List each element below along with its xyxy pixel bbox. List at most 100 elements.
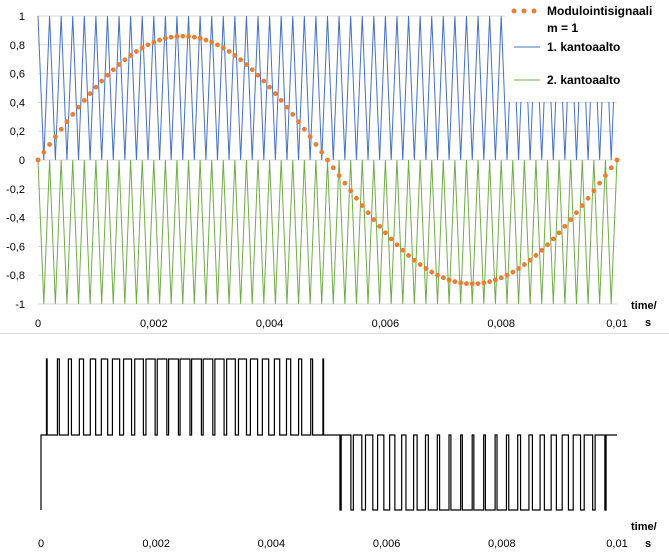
legend-dot [531,8,537,14]
modulating-signal-point [325,157,330,163]
modulating-signal-point [105,72,110,78]
modulating-signal-point [330,165,336,171]
modulating-signal-point [296,119,301,125]
modulating-signal-point [41,149,47,155]
modulating-signal-point [128,53,134,58]
modulating-signal-point [272,91,278,97]
modulating-signal-point [527,257,533,263]
bottom-chart: 0 0,002 0,004 0,006 0,008 0,01 time/ s [38,358,657,550]
legend: Modulointisignaali m = 1 1. kantoaalto 2… [511,4,652,87]
bottom-x-tick-labels: 0 0,002 0,004 0,006 0,008 0,01 [38,538,628,550]
modulating-signal-point [226,49,232,54]
modulating-signal-point [110,67,116,73]
y-tick-label: 0 [19,155,25,167]
modulating-signal-point [139,45,145,51]
modulating-signal-point [359,203,365,208]
y-tick-label: 0,4 [10,97,25,109]
modulating-signal-point [446,277,452,283]
modulating-signal-point [180,33,186,39]
modulating-signal-point [35,157,41,163]
y-tick-label: 0,2 [10,126,25,138]
modulating-signal-point [383,230,388,236]
x-tick-label: 0,006 [373,538,401,550]
modulating-signal-point [301,126,307,132]
modulating-signal-point [307,134,313,140]
modulating-signal-point [550,236,556,242]
modulating-signal-point [174,34,180,39]
modulating-signal-point [278,97,284,103]
modulating-signal-point [191,34,197,40]
x-tick-label: 0 [35,318,41,330]
modulating-signal-point [493,277,498,283]
modulating-signal-point [157,37,162,43]
modulating-signal-point [585,195,591,201]
x-tick-label: 0,008 [487,318,515,330]
modulating-signal-point [145,42,151,48]
modulating-signal-point [510,269,516,275]
modulating-signal-point [388,236,394,242]
modulating-signal-point [354,195,359,201]
y-tick-label: 1 [19,11,25,23]
y-tick-label: -0,2 [6,184,25,196]
top-x-axis-title-line2: s [645,317,651,329]
modulating-signal-point [417,262,423,267]
x-tick-label: 0 [38,538,44,550]
modulating-signal-point [365,210,371,216]
modulating-signal-point [562,223,568,229]
modulating-signal-point [348,188,354,194]
legend-label-modulating-line1: Modulointisignaali [547,4,652,18]
modulating-signal-point [87,91,93,97]
modulating-signal-point [591,188,597,194]
modulating-signal-point [487,279,493,285]
modulating-signal-point [186,34,191,39]
modulating-signal-point [64,119,70,125]
top-y-tick-labels: 1 0,8 0,6 0,4 0,2 0 -0,2 -0,4 -0,6 -0,8 -1 [6,11,25,311]
modulating-signal-point [162,35,168,41]
modulating-signal-point [232,53,238,58]
modulating-signal-point [238,57,244,63]
modulating-signal-point [220,45,226,51]
modulating-signal-point [579,203,585,208]
carrier-1-line [37,15,618,161]
modulating-signal-point [539,247,545,253]
modulating-signal-point [597,180,603,186]
x-tick-label: 0,006 [372,318,400,330]
legend-label-modulating-line2: m = 1 [547,21,578,35]
modulating-signal-point [336,173,342,178]
y-tick-label: -0,4 [6,213,25,225]
modulating-signal-point [394,242,400,248]
modulating-signal-point [608,165,614,171]
modulating-signal-point [116,62,122,67]
legend-background [505,2,669,102]
modulating-signal-point [261,78,267,84]
modulating-signal-point [81,97,87,103]
modulating-signal-point [122,57,128,63]
x-tick-label: 0,002 [142,538,170,550]
top-x-axis-title: time/ s [631,300,657,329]
pwm-output-line [40,358,617,511]
modulating-signal-point [452,279,458,285]
modulating-signal-point [516,266,521,271]
legend-entry-carrier-2: 2. kantoaalto [514,73,620,87]
legend-label-carrier-1: 1. kantoaalto [547,40,620,54]
bottom-x-axis-title-line1: time/ [631,521,657,533]
modulating-signal-point [76,104,81,110]
modulating-signal-point [614,157,620,163]
top-x-tick-labels: 0 0,002 0,004 0,006 0,008 0,01 [35,318,628,330]
modulating-signal-point [99,78,105,84]
modulating-signal-point [244,62,249,67]
modulating-signal-point [197,35,203,41]
x-tick-label: 0,004 [258,538,286,550]
x-tick-label: 0,01 [606,538,627,550]
carrier-2-line [37,159,618,305]
modulating-signal-point [521,262,527,267]
modulating-signal-point [411,257,417,263]
modulating-signal-point [568,217,574,223]
y-tick-label: -0,8 [6,270,25,282]
modulating-signal-point [93,84,99,90]
modulating-signal-point [168,34,174,40]
x-tick-label: 0,008 [488,538,516,550]
modulating-signal-point [290,112,296,117]
y-tick-label: 0,6 [10,69,25,81]
